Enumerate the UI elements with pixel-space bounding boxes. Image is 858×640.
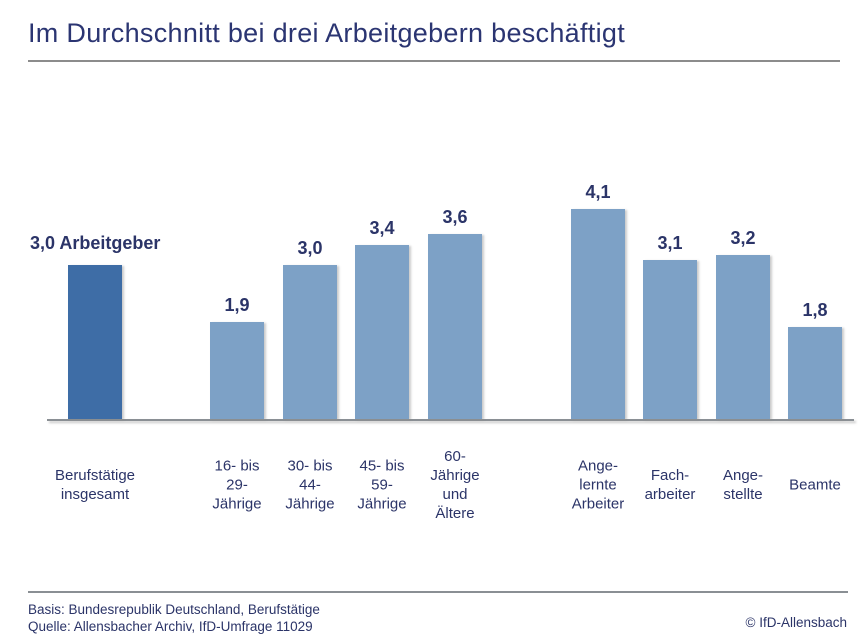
bar <box>428 234 482 419</box>
x-axis-line <box>47 419 854 421</box>
basis-note: Basis: Bundesrepublik Deutschland, Beruf… <box>28 602 320 617</box>
category-label: 30- bis 44- Jährige <box>285 457 335 513</box>
category-label: 16- bis 29- Jährige <box>212 457 262 513</box>
title-divider <box>28 60 840 62</box>
bar <box>788 327 842 419</box>
category-label: 45- bis 59- Jährige <box>357 457 407 513</box>
source-note: Quelle: Allensbacher Archiv, IfD-Umfrage… <box>28 619 313 634</box>
page-title: Im Durchschnitt bei drei Arbeitgebern be… <box>28 18 626 48</box>
category-label: Beamte <box>789 476 841 494</box>
bar-value-label: 1,8 <box>802 300 828 320</box>
bar <box>643 260 697 419</box>
bar-highlight <box>68 265 122 419</box>
bar <box>210 322 264 419</box>
bar <box>283 265 337 419</box>
footer-divider <box>28 591 848 593</box>
bar-value-label: 3,6 <box>442 207 468 227</box>
bar-value-label: 4,1 <box>585 182 611 202</box>
copyright-note: © IfD-Allensbach <box>745 615 848 630</box>
bar <box>716 255 770 419</box>
bar <box>571 209 625 419</box>
bar-value-label: 3,2 <box>730 228 756 248</box>
bar-value-label: 3,4 <box>369 218 395 238</box>
category-label: Fach- arbeiter <box>644 467 696 503</box>
bar-value-label: 3,1 <box>657 233 683 253</box>
bar-value-label: 3,0 Arbeitgeber <box>30 233 161 253</box>
category-label: Ange- stellte <box>722 467 764 503</box>
category-label: 60- Jährige und Ältere <box>430 448 480 522</box>
bar-value-label: 1,9 <box>224 295 250 315</box>
category-label: Berufstätige insgesamt <box>54 467 136 503</box>
category-label: Ange- lernte Arbeiter <box>571 457 625 513</box>
bar-value-label: 3,0 <box>297 238 323 258</box>
bar <box>355 245 409 419</box>
